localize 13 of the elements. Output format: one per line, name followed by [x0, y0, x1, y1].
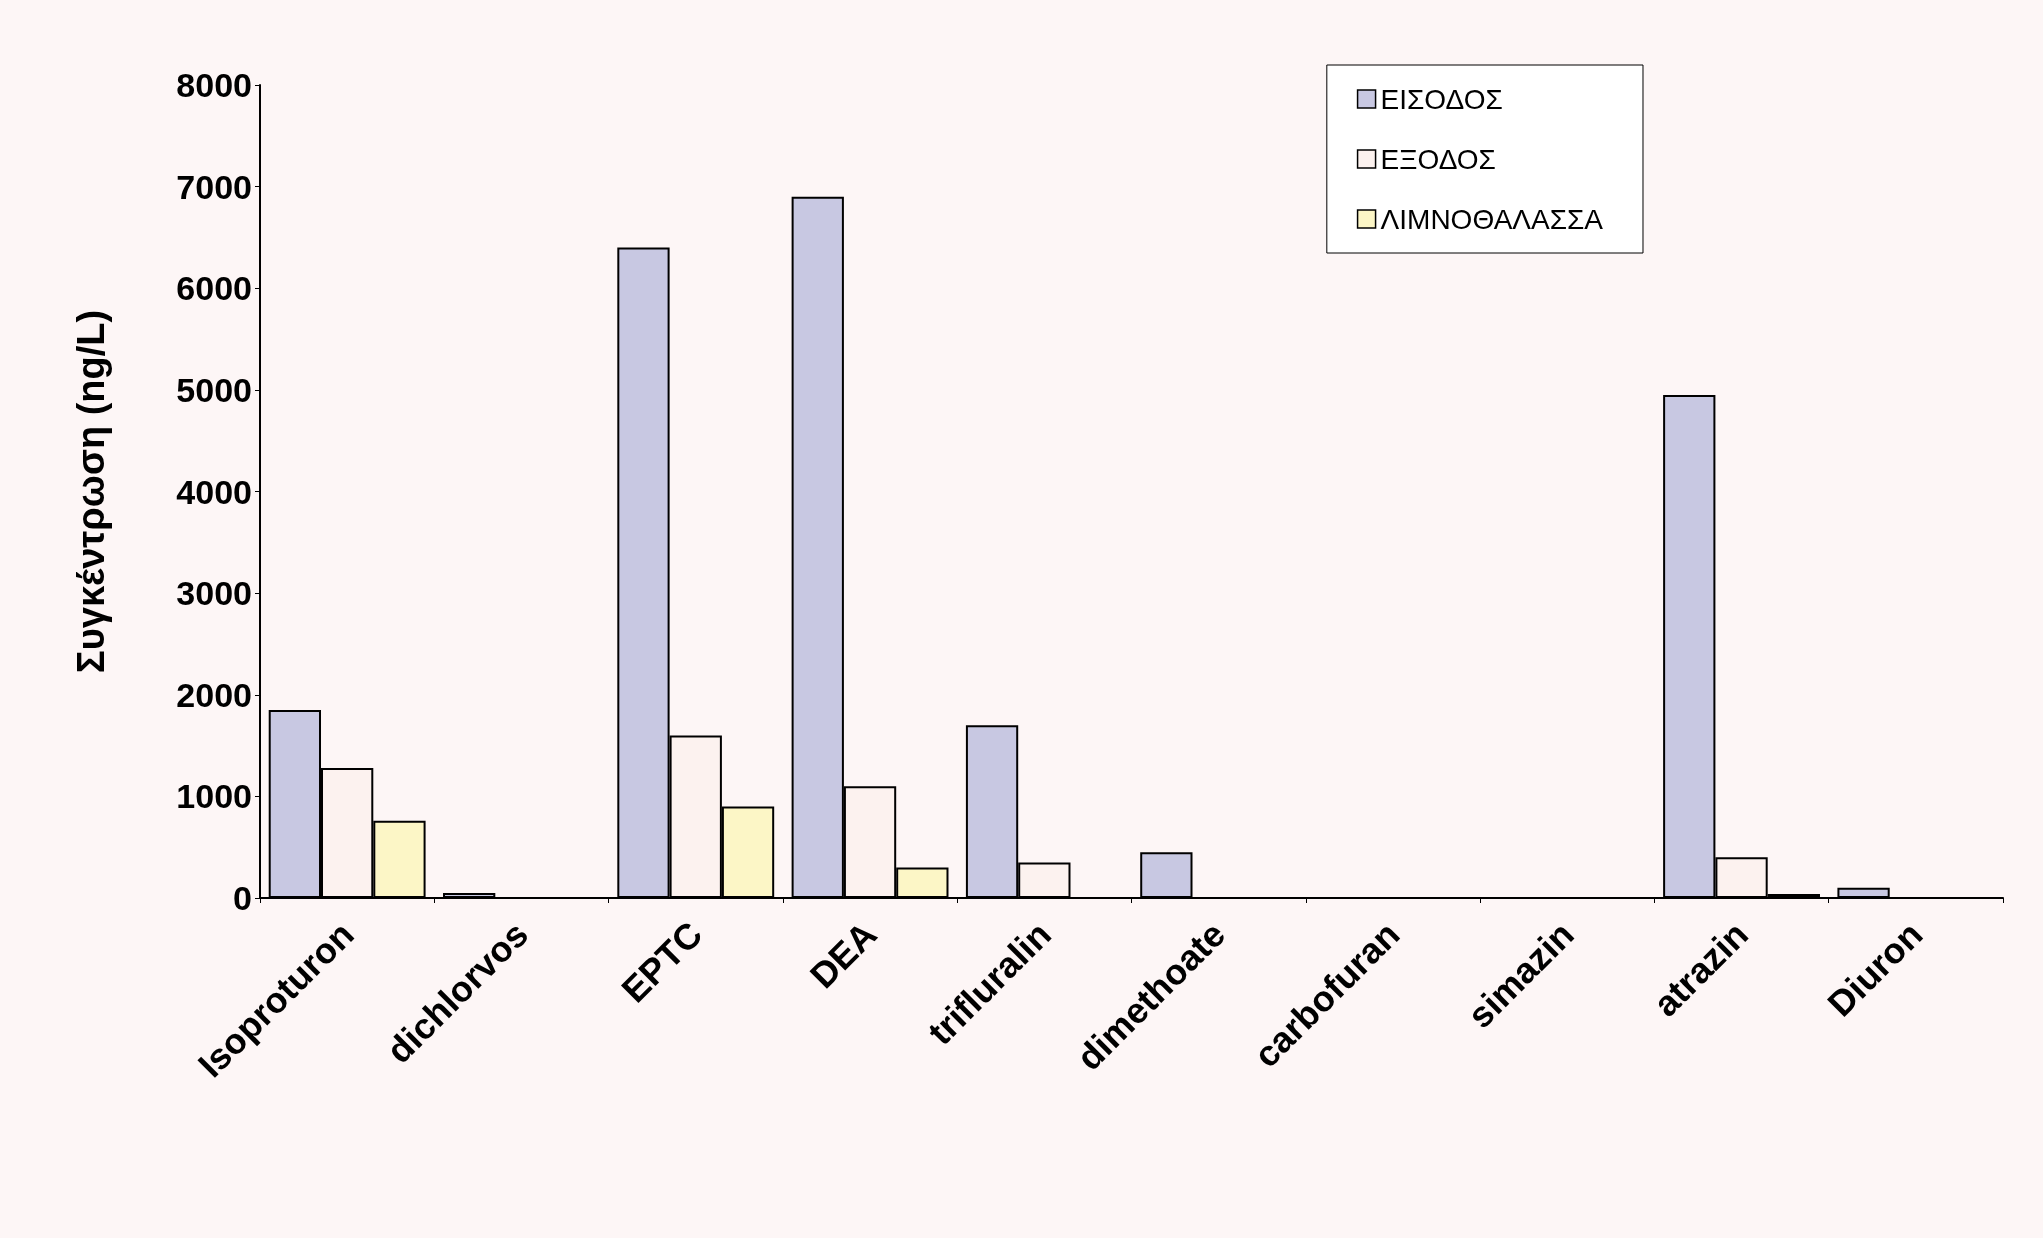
- y-tick-label: 7000: [176, 167, 252, 206]
- legend-label: ΛΙΜΝΟΘΑΛΑΣΣΑ: [1380, 203, 1604, 235]
- y-tick-label: 0: [233, 879, 252, 917]
- y-tick-label: 8000: [176, 66, 252, 104]
- y-tick-label: 3000: [176, 574, 252, 613]
- legend-label: ΕΞΟΔΟΣ: [1380, 143, 1496, 175]
- y-tick-label: 4000: [176, 472, 252, 511]
- y-axis-title: Συγκέντρωση (ng/L): [70, 309, 112, 674]
- y-tick-label: 5000: [176, 370, 252, 409]
- y-tick-label: 2000: [176, 675, 252, 714]
- legend-label: ΕΙΣΟΔΟΣ: [1380, 83, 1503, 115]
- y-tick-label: 1000: [176, 777, 252, 816]
- y-tick-label: 6000: [176, 269, 252, 308]
